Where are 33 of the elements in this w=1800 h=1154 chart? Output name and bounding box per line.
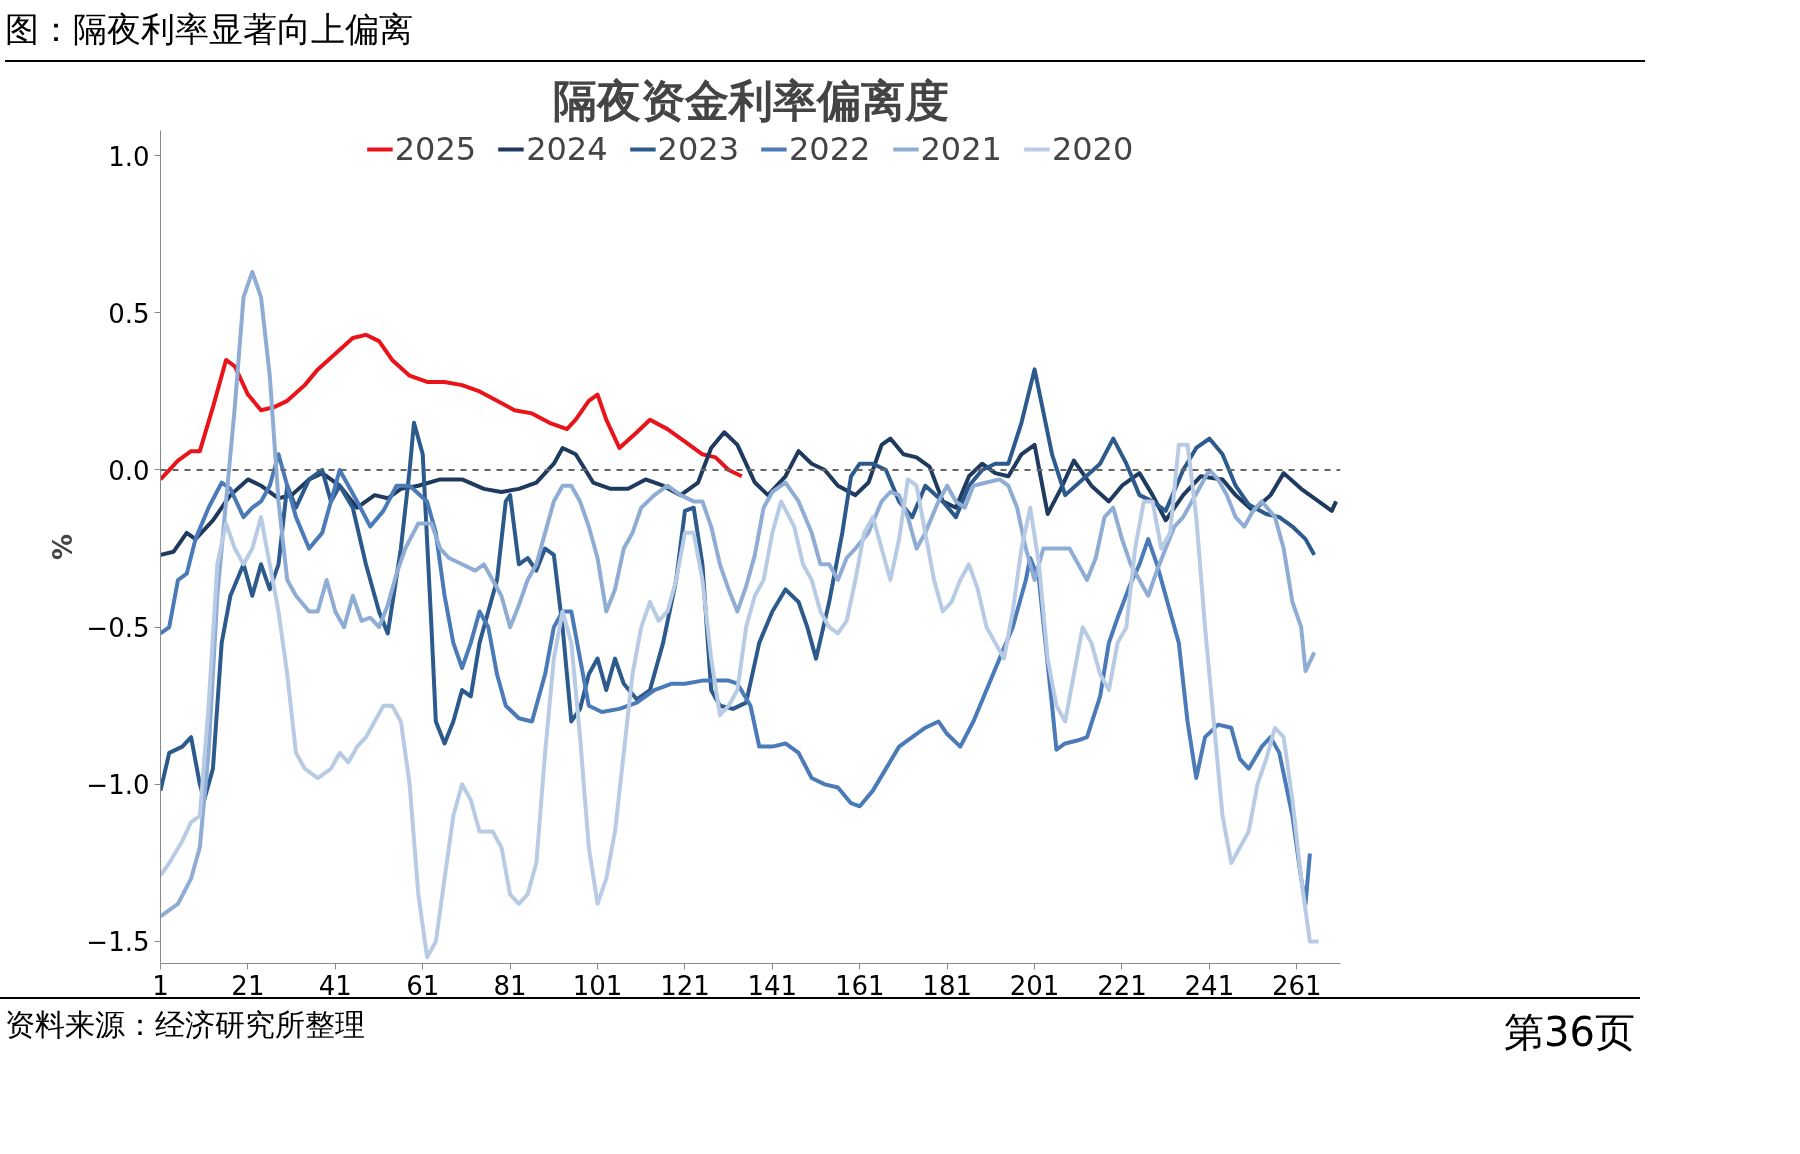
legend-label: 2024 bbox=[526, 129, 608, 168]
x-tick-label: 121 bbox=[660, 970, 710, 1001]
x-tick-label: 161 bbox=[834, 970, 885, 1001]
x-tick-label: 1 bbox=[152, 970, 169, 1001]
x-tick-label: 181 bbox=[922, 970, 972, 1001]
x-tick-label: 21 bbox=[231, 970, 265, 1001]
x-tick-label: 41 bbox=[318, 970, 352, 1001]
x-tick-label: 101 bbox=[572, 970, 623, 1001]
legend-label: 2025 bbox=[394, 129, 477, 168]
text: 第36页 bbox=[1504, 1007, 1635, 1057]
x-tick-label: 241 bbox=[1184, 970, 1235, 1001]
y-tick-label: 0.0 bbox=[108, 455, 150, 486]
x-tick-label: 61 bbox=[406, 970, 440, 1001]
legend-label: 2020 bbox=[1051, 129, 1134, 168]
text: 资料来源：经济研究所整理 bbox=[5, 1005, 365, 1044]
x-tick-label: 201 bbox=[1009, 970, 1060, 1001]
y-tick-label: −1.5 bbox=[86, 927, 150, 958]
y-tick-label: −0.5 bbox=[86, 612, 150, 643]
chart-title: 隔夜资金利率偏离度 bbox=[552, 74, 949, 126]
y-tick-label: 0.5 bbox=[108, 298, 150, 329]
y-tick-label: 1.0 bbox=[108, 141, 150, 172]
x-tick-label: 81 bbox=[493, 970, 527, 1001]
text: 图：隔夜利率显著向上偏离 bbox=[5, 8, 413, 51]
y-axis-title: % bbox=[48, 533, 79, 560]
x-tick-label: 221 bbox=[1097, 970, 1147, 1001]
y-tick-label: −1.0 bbox=[86, 769, 150, 800]
line-series bbox=[160, 269, 1317, 918]
x-tick-label: 261 bbox=[1271, 970, 1322, 1001]
line-series bbox=[160, 332, 744, 481]
legend-label: 2022 bbox=[789, 129, 871, 168]
legend-label: 2021 bbox=[920, 129, 1002, 168]
x-tick-label: 141 bbox=[747, 970, 798, 1001]
legend-label: 2023 bbox=[657, 129, 739, 168]
